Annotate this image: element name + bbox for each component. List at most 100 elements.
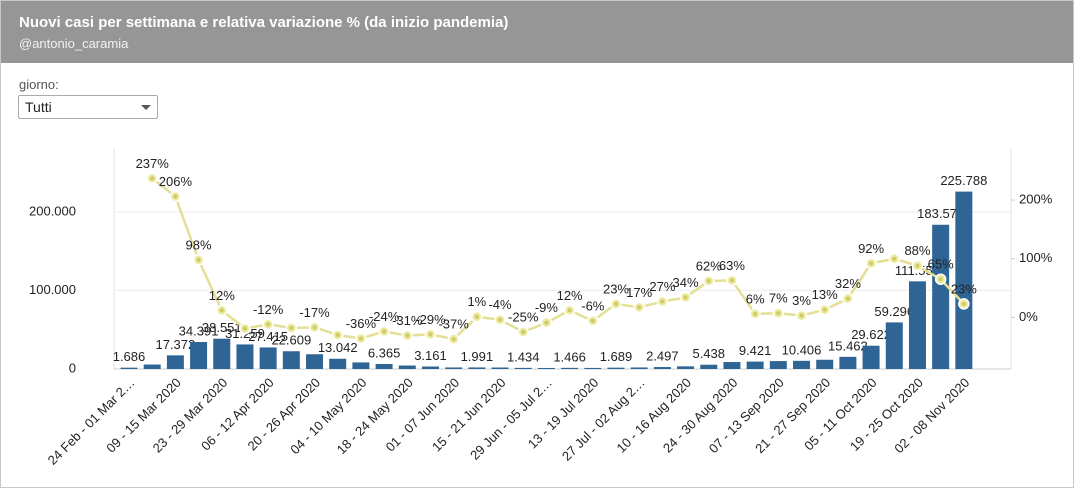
line-point-core [335, 332, 340, 337]
line-value-label: 7% [769, 291, 788, 306]
bar [653, 367, 671, 369]
line-point-core [961, 301, 966, 306]
line-value-label: -6% [581, 298, 605, 313]
y-tick-label: 100.000 [29, 282, 76, 297]
bar-value-label: 6.365 [368, 345, 401, 360]
line-value-label: 3% [792, 293, 811, 308]
line-point-core [799, 313, 804, 318]
bar [329, 358, 347, 369]
line-point-core [405, 333, 410, 338]
bar [908, 281, 926, 369]
line-point-core [613, 301, 618, 306]
line-value-label: 23% [951, 281, 977, 296]
line-value-label: -17% [299, 305, 330, 320]
bar-value-label: 1.689 [600, 349, 633, 364]
line-value-label: -37% [438, 317, 469, 332]
line-point-core [382, 329, 387, 334]
line-point-core [498, 317, 503, 322]
line-point-core [242, 326, 247, 331]
line-point-core [289, 325, 294, 330]
bar-value-label: 1.466 [553, 349, 586, 364]
line-point-core [822, 307, 827, 312]
line-value-label: 1% [467, 294, 486, 309]
line-value-label: 206% [159, 174, 193, 189]
bar [213, 338, 231, 369]
line-value-label: 27% [649, 279, 675, 294]
y-tick-label: 200.000 [29, 203, 76, 218]
bar [584, 367, 602, 369]
y2-tick-label: 100% [1019, 250, 1053, 265]
line-point-core [776, 311, 781, 316]
bar [282, 351, 300, 369]
line-value-label: 12% [209, 288, 235, 303]
line-point-core [219, 308, 224, 313]
line-point-core [660, 299, 665, 304]
line-value-label: 23% [603, 281, 629, 296]
bar [445, 367, 463, 369]
bar [677, 366, 695, 369]
bar [955, 191, 973, 369]
bar [839, 356, 857, 369]
bar [561, 367, 579, 369]
line-point-core [196, 257, 201, 262]
line-value-label: 13% [812, 287, 838, 302]
bar-value-label: 15.462 [828, 338, 868, 353]
bar-value-label: 1.991 [461, 349, 494, 364]
bar [166, 355, 184, 369]
bar [259, 347, 277, 369]
line-point-core [312, 325, 317, 330]
bar-value-label: 29.622 [851, 327, 891, 342]
line-point-core [938, 277, 943, 282]
bar [862, 345, 880, 369]
bar-value-label: 1.434 [507, 349, 540, 364]
line-value-label: 62% [696, 258, 722, 273]
bar [514, 367, 532, 369]
y2-tick-label: 0% [1019, 309, 1038, 324]
bar [700, 364, 718, 369]
bar-value-label: 183.577 [917, 206, 964, 221]
bar-value-label: 22.609 [271, 333, 311, 348]
line-point-core [683, 295, 688, 300]
line-point-core [637, 305, 642, 310]
line-point-core [266, 322, 271, 327]
bar [236, 344, 254, 369]
bar-value-label: 9.421 [739, 343, 772, 358]
line-point-core [358, 336, 363, 341]
y-tick-label: 0 [69, 360, 76, 375]
line-point-core [474, 314, 479, 319]
dropdown[interactable]: Tutti [18, 95, 158, 119]
bar [607, 367, 625, 369]
y2-tick-label: 200% [1019, 191, 1053, 206]
line-value-label: 12% [557, 288, 583, 303]
line-value-label: 237% [136, 156, 170, 171]
bar-value-label: 2.497 [646, 348, 679, 363]
line-point-core [451, 337, 456, 342]
bar [723, 362, 741, 369]
bar-value-label: 1.686 [113, 349, 146, 364]
bar [885, 322, 903, 369]
line-point-core [544, 320, 549, 325]
x-tick-label: 24 Feb - 01 Mar 2… [45, 375, 138, 468]
line-value-label: 17% [626, 285, 652, 300]
bar [816, 359, 834, 369]
line-point-core [753, 311, 758, 316]
line-value-label: 63% [719, 258, 745, 273]
bar-value-label: 13.042 [318, 340, 358, 355]
bar [468, 367, 486, 369]
bar [375, 363, 393, 369]
bar-value-label: 10.406 [782, 342, 822, 357]
bar [630, 367, 648, 369]
line-point-core [892, 256, 897, 261]
bar [769, 361, 787, 369]
bar [398, 365, 416, 369]
bar-value-label: 3.161 [414, 348, 447, 363]
bar [143, 364, 161, 369]
line-value-label: 65% [928, 257, 954, 272]
bar [190, 341, 208, 369]
bar [352, 362, 370, 369]
line-value-label: -24% [369, 309, 400, 324]
x-tick-label: 27 Jul - 02 Aug 2… [559, 375, 648, 464]
line-value-label: 6% [746, 291, 765, 306]
